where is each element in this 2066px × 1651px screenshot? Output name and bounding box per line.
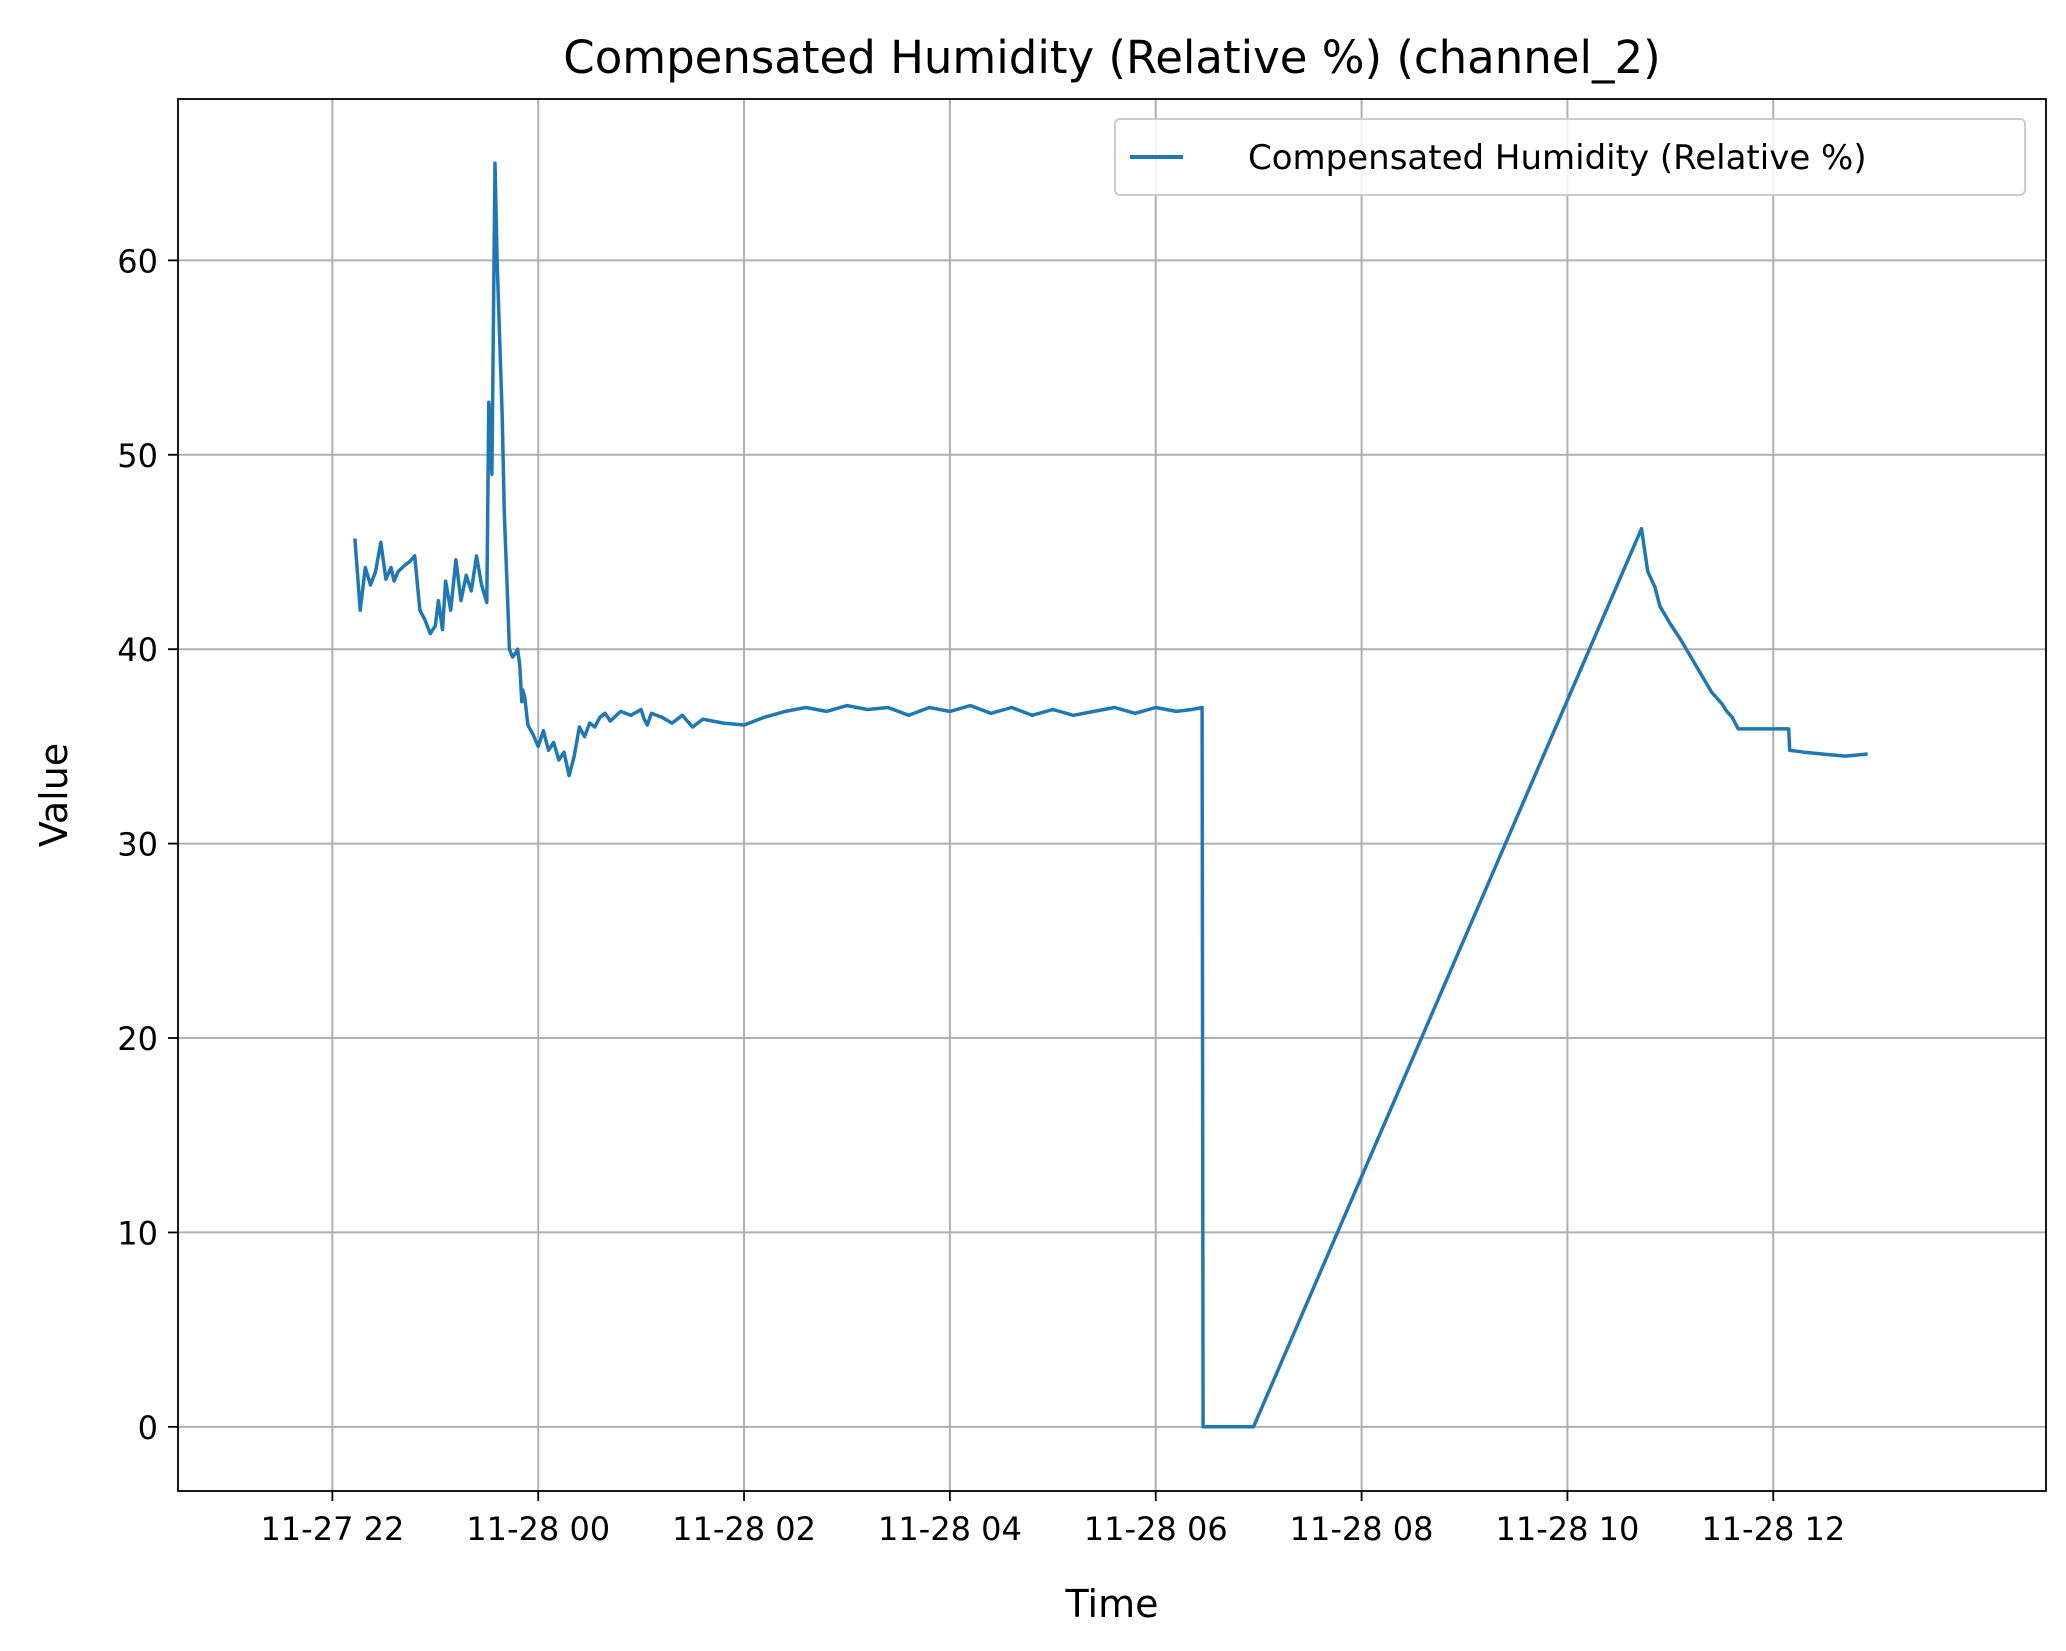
plot-frame xyxy=(177,98,2047,1492)
y-tick-label: 30 xyxy=(117,826,158,864)
x-axis-label: Time xyxy=(1065,1582,1159,1626)
y-axis: 0 10 20 30 40 50 60 xyxy=(117,242,178,1447)
grid xyxy=(178,99,2046,1491)
y-tick-label: 40 xyxy=(117,631,158,669)
x-axis: 11-27 22 11-28 00 11-28 02 11-28 04 11-28 06… xyxy=(260,1491,1845,1548)
y-axis-label: Value xyxy=(32,743,76,847)
x-tick-label: 11-28 12 xyxy=(1701,1510,1845,1548)
legend-label: Compensated Humidity (Relative %) xyxy=(1248,138,1867,178)
x-tick-label: 11-28 04 xyxy=(878,1510,1022,1548)
x-tick-label: 11-28 08 xyxy=(1290,1510,1434,1548)
series-line xyxy=(353,161,1868,1429)
y-tick-label: 20 xyxy=(117,1020,158,1058)
y-tick-label: 0 xyxy=(138,1409,158,1447)
legend: Compensated Humidity (Relative %) xyxy=(1114,118,2026,196)
legend-box xyxy=(1114,118,2026,196)
x-tick-label: 11-28 02 xyxy=(672,1510,816,1548)
y-tick-label: 50 xyxy=(117,437,158,475)
x-tick-label: 11-28 10 xyxy=(1495,1510,1639,1548)
chart-title: Compensated Humidity (Relative %) (chann… xyxy=(563,31,1660,84)
y-tick-label: 60 xyxy=(117,242,158,280)
x-tick-label: 11-28 06 xyxy=(1084,1510,1228,1548)
x-tick-label: 11-28 00 xyxy=(466,1510,610,1548)
y-tick-label: 10 xyxy=(117,1214,158,1252)
x-tick-label: 11-27 22 xyxy=(260,1510,404,1548)
